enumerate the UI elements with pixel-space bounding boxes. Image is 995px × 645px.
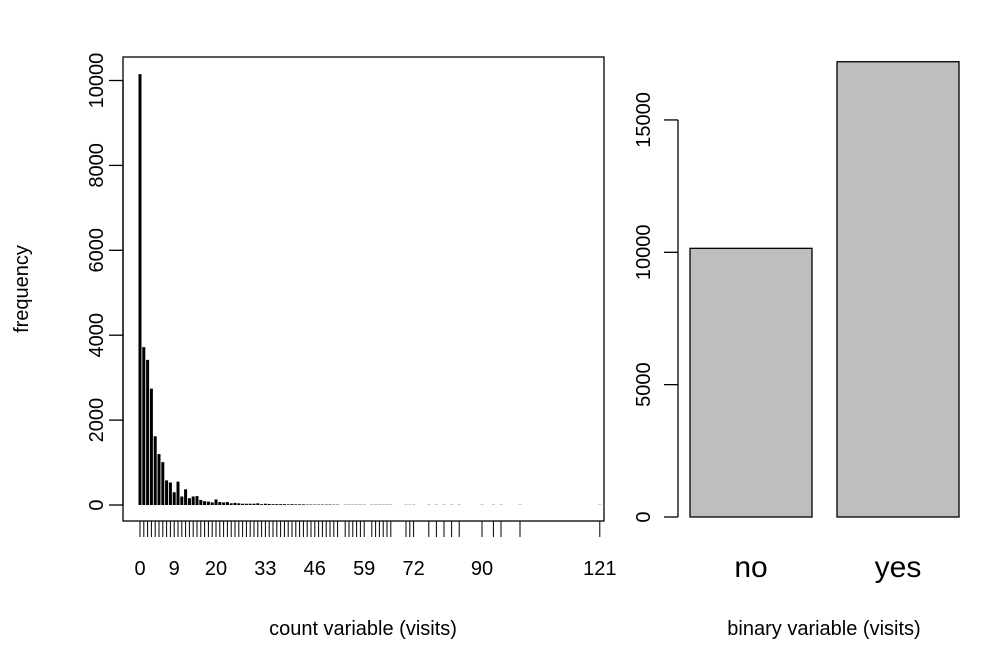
count-y-axis: 0 2000 4000 6000 8000 10000 (86, 53, 124, 511)
count-y-tick-label: 10000 (86, 53, 108, 109)
count-x-tick-label: 90 (471, 558, 493, 580)
count-x-tick-label: 0 (134, 558, 145, 580)
count-x-tick-label: 46 (304, 558, 326, 580)
count-y-tick-label: 8000 (86, 143, 108, 188)
count-y-tick-label: 4000 (86, 313, 108, 358)
count-rug (139, 521, 601, 537)
count-y-tick-label: 2000 (86, 398, 108, 443)
binary-y-tick-label: 15000 (633, 92, 655, 148)
count-x-tick-label: 121 (583, 558, 616, 580)
count-x-tick-label: 59 (353, 558, 375, 580)
binary-bars (689, 61, 960, 518)
binary-category-label: yes (875, 551, 922, 584)
binary-category-labels: no yes (734, 551, 921, 584)
binary-y-tick-label: 0 (633, 511, 655, 522)
count-chart: 0 2000 4000 6000 8000 10000 0 9 20 33 46 59 72 90 121… (11, 53, 616, 640)
count-plot-frame (122, 56, 605, 522)
count-y-axis-label: frequency (11, 245, 33, 333)
count-x-tick-label: 9 (169, 558, 180, 580)
binary-y-tick-label: 5000 (633, 362, 655, 407)
count-x-tick-label: 20 (205, 558, 227, 580)
count-x-axis-label: count variable (visits) (269, 618, 457, 640)
binary-category-label: no (734, 551, 767, 584)
binary-chart: 0 5000 10000 15000 no yes binary variable (v… (633, 61, 960, 640)
binary-y-axis: 0 5000 10000 15000 (633, 92, 679, 523)
count-y-tick-label: 6000 (86, 228, 108, 272)
count-bars (138, 74, 602, 505)
binary-x-axis-label: binary variable (visits) (727, 618, 920, 640)
binary-y-tick-label: 10000 (633, 224, 655, 280)
count-x-tick-label: 33 (254, 558, 276, 580)
binary-bar-yes (836, 61, 960, 518)
count-y-tick-label: 0 (86, 499, 108, 510)
count-x-tick-label: 72 (402, 558, 424, 580)
count-x-tick-labels: 0 9 20 33 46 59 72 90 121 (134, 558, 616, 580)
binary-bar-no (689, 247, 813, 518)
